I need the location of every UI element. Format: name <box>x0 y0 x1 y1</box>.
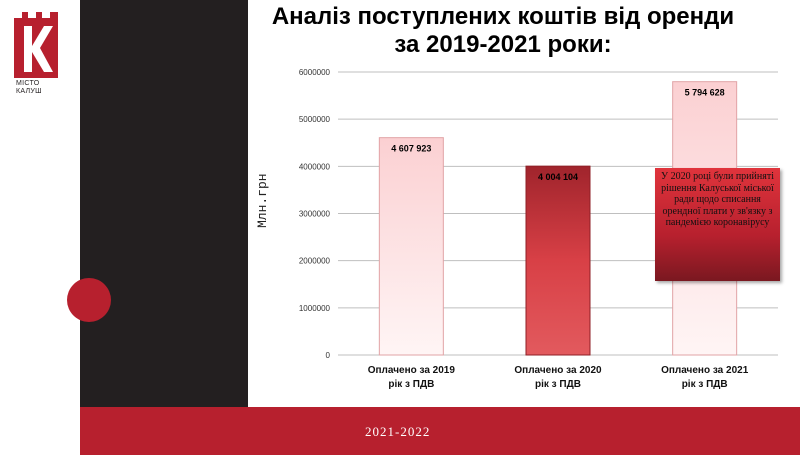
dark-side-panel <box>80 0 248 407</box>
x-category-label: рік з ПДВ <box>682 379 728 390</box>
y-tick-label: 3000000 <box>299 210 331 219</box>
chart-title: Аналіз поступлених коштів від оренди за … <box>271 3 735 58</box>
castle-k-logo-icon <box>14 12 58 78</box>
y-tick-label: 6000000 <box>299 68 331 77</box>
y-tick-label: 0 <box>326 351 331 360</box>
annotation-box: У 2020 році були прийняті рішення Калусь… <box>655 168 780 281</box>
x-category-label: Оплачено за 2019 <box>368 365 456 376</box>
x-category-label: рік з ПДВ <box>388 379 434 390</box>
bar <box>378 137 444 356</box>
bar-value-label: 5 794 628 <box>685 88 725 98</box>
x-category-label: рік з ПДВ <box>535 379 581 390</box>
bar-value-label: 4 004 104 <box>538 172 578 182</box>
y-tick-label: 1000000 <box>299 304 331 313</box>
x-category-label: Оплачено за 2020 <box>514 365 602 376</box>
bar-value-label: 4 607 923 <box>391 144 431 154</box>
logo-caption: МІСТО КАЛУШ <box>16 80 42 95</box>
bar <box>525 165 591 356</box>
y-tick-label: 4000000 <box>299 162 331 171</box>
x-category-label: Оплачено за 2021 <box>661 365 749 376</box>
footer-band <box>80 407 800 455</box>
y-tick-label: 2000000 <box>299 257 331 266</box>
decorative-circle <box>67 278 111 322</box>
y-tick-label: 5000000 <box>299 115 331 124</box>
footer-years: 2021-2022 <box>365 424 431 439</box>
